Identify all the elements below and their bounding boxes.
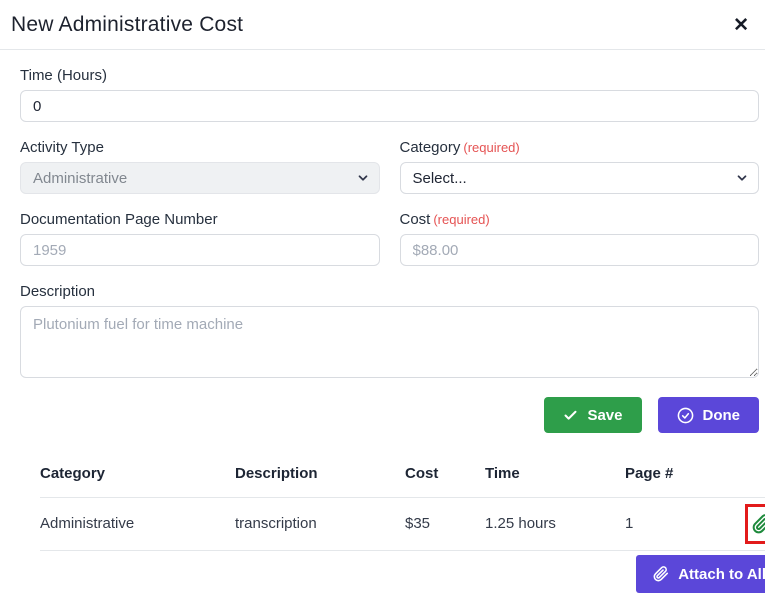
activity-type-field-group: Activity Type Administrative bbox=[20, 138, 380, 194]
table-row: Administrative transcription $35 1.25 ho… bbox=[40, 497, 765, 551]
doc-page-field-group: Documentation Page Number bbox=[20, 210, 380, 266]
check-icon bbox=[564, 410, 577, 420]
cost-field-group: Cost (required) bbox=[399, 210, 760, 266]
activity-type-select[interactable]: Administrative bbox=[20, 162, 380, 194]
paperclip-icon bbox=[653, 566, 669, 582]
category-field-group: Category (required) Select... bbox=[399, 138, 760, 194]
cost-input[interactable] bbox=[399, 234, 759, 266]
close-icon[interactable]: ✕ bbox=[729, 14, 753, 37]
cell-description: transcription bbox=[235, 497, 405, 551]
header-cost: Cost bbox=[405, 453, 485, 498]
attach-row-button[interactable] bbox=[750, 512, 765, 536]
category-label-text: Category bbox=[399, 139, 461, 156]
description-textarea[interactable] bbox=[20, 306, 759, 378]
modal-body: Time (Hours) Activity Type Administrativ… bbox=[0, 50, 765, 611]
doc-page-label: Documentation Page Number bbox=[20, 211, 218, 228]
cost-label: Cost (required) bbox=[400, 210, 760, 230]
table-header-row: Category Description Cost Time Page # bbox=[40, 453, 765, 498]
check-circle-icon bbox=[677, 407, 693, 423]
done-button[interactable]: Done bbox=[657, 397, 759, 433]
cost-required-note: (required) bbox=[433, 212, 490, 227]
cost-label-text: Cost bbox=[399, 211, 431, 228]
save-button[interactable]: Save bbox=[544, 397, 642, 433]
cell-page: 1 bbox=[625, 497, 740, 551]
attach-to-all-label: Attach to All bbox=[678, 565, 765, 583]
save-button-label: Save bbox=[587, 406, 623, 424]
done-button-label: Done bbox=[702, 406, 741, 424]
activity-type-label: Activity Type bbox=[20, 139, 104, 156]
costs-table: Category Description Cost Time Page # Ad… bbox=[40, 453, 765, 593]
time-hours-label: Time (Hours) bbox=[20, 67, 107, 84]
description-label: Description bbox=[20, 283, 96, 300]
cell-attachment bbox=[740, 497, 765, 551]
header-actions bbox=[740, 453, 765, 498]
header-page: Page # bbox=[625, 453, 740, 498]
header-category: Category bbox=[40, 453, 235, 498]
doc-page-input[interactable] bbox=[20, 234, 380, 266]
red-annotation-box bbox=[745, 503, 765, 544]
category-label: Category (required) bbox=[400, 138, 760, 158]
category-select[interactable]: Select... bbox=[399, 162, 759, 194]
cell-cost: $35 bbox=[405, 497, 485, 551]
header-description: Description bbox=[235, 453, 405, 498]
paperclip-icon bbox=[752, 513, 765, 533]
time-hours-input[interactable] bbox=[20, 90, 759, 122]
category-required-note: (required) bbox=[463, 140, 520, 155]
modal-header: New Administrative Cost ✕ bbox=[0, 0, 765, 50]
cell-time: 1.25 hours bbox=[485, 497, 625, 551]
description-field-group: Description bbox=[20, 282, 759, 383]
attach-to-all-button[interactable]: Attach to All bbox=[636, 555, 765, 593]
time-hours-field-group: Time (Hours) bbox=[20, 66, 759, 122]
modal-title: New Administrative Cost bbox=[11, 13, 244, 36]
header-time: Time bbox=[485, 453, 625, 498]
cell-category: Administrative bbox=[40, 497, 235, 551]
